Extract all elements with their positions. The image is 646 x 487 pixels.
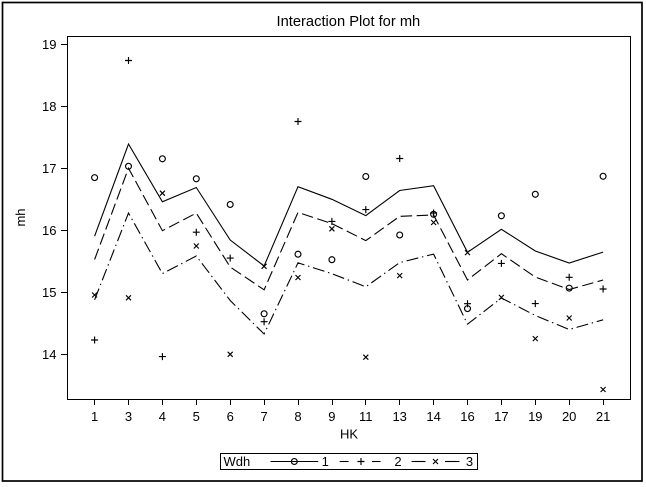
svg-text:8: 8 [294,409,301,424]
svg-text:9: 9 [328,409,335,424]
svg-text:17: 17 [494,409,508,424]
svg-text:19: 19 [42,37,56,52]
svg-text:1: 1 [322,454,329,469]
svg-text:5: 5 [193,409,200,424]
svg-text:16: 16 [42,223,56,238]
svg-text:15: 15 [42,285,56,300]
svg-text:13: 13 [392,409,406,424]
svg-text:6: 6 [227,409,234,424]
svg-text:14: 14 [42,347,56,362]
svg-text:18: 18 [42,99,56,114]
svg-text:mh: mh [13,208,28,226]
svg-text:11: 11 [359,409,373,424]
svg-text:14: 14 [426,409,440,424]
svg-text:2: 2 [394,454,401,469]
svg-text:HK: HK [340,427,358,442]
svg-text:Wdh: Wdh [224,454,251,469]
svg-text:19: 19 [528,409,542,424]
svg-text:17: 17 [42,161,56,176]
svg-text:3: 3 [125,409,132,424]
svg-text:3: 3 [466,454,473,469]
svg-text:1: 1 [91,409,98,424]
svg-text:Interaction Plot for mh: Interaction Plot for mh [277,14,421,30]
svg-text:21: 21 [596,409,610,424]
svg-text:16: 16 [460,409,474,424]
svg-text:7: 7 [260,409,267,424]
svg-text:20: 20 [562,409,576,424]
svg-text:4: 4 [159,409,166,424]
